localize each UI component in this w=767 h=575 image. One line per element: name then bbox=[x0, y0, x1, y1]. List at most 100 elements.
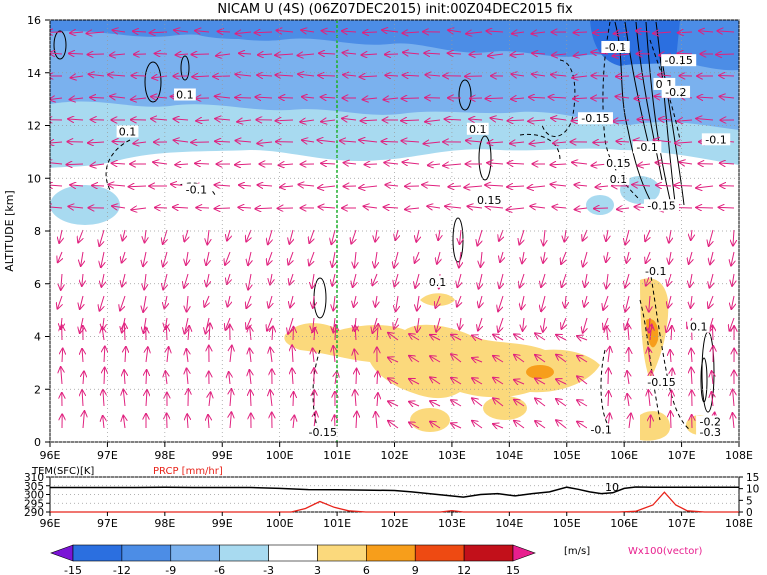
wind-vector bbox=[61, 273, 62, 290]
x-tick-label: 100E bbox=[266, 517, 294, 530]
x-tick-label: 98E bbox=[154, 449, 175, 462]
wind-vector bbox=[238, 207, 252, 208]
wind-vector bbox=[649, 295, 650, 312]
wind-vector bbox=[679, 162, 693, 164]
wind-vector bbox=[82, 349, 83, 363]
wind-vector bbox=[689, 251, 692, 264]
wind-vector bbox=[69, 53, 84, 54]
wind-vector bbox=[551, 118, 567, 120]
colorbar-segment bbox=[512, 544, 536, 562]
wind-vector bbox=[422, 185, 441, 186]
wind-vector bbox=[167, 347, 169, 363]
prcp-label: PRCP [mm/hr] bbox=[153, 466, 223, 477]
wind-vector bbox=[543, 251, 545, 263]
wind-vector bbox=[88, 142, 105, 143]
wind-vector bbox=[131, 98, 147, 100]
contour-label-bg bbox=[587, 423, 616, 436]
contour-label-bg bbox=[466, 122, 489, 135]
wind-vector bbox=[656, 163, 672, 164]
wind-vector bbox=[677, 53, 693, 54]
wind-vector bbox=[302, 97, 315, 98]
wind-vector bbox=[174, 30, 189, 32]
wind-vector bbox=[696, 207, 714, 208]
wind-vector bbox=[638, 164, 651, 166]
wind-vector bbox=[656, 185, 672, 186]
wind-vector bbox=[650, 325, 652, 341]
wind-vector bbox=[50, 142, 63, 143]
wind-vector bbox=[430, 422, 441, 429]
wind-vector bbox=[401, 141, 420, 142]
wind-vector bbox=[637, 119, 651, 120]
x-tick-label: 105E bbox=[553, 517, 581, 530]
wind-vector bbox=[124, 323, 125, 341]
wind-vector bbox=[634, 98, 651, 99]
wind-vector bbox=[123, 416, 125, 429]
wind-vector bbox=[270, 390, 272, 407]
wind-vector bbox=[583, 229, 587, 241]
wind-vector bbox=[255, 32, 273, 33]
wind-vector bbox=[424, 142, 441, 144]
wind-vector bbox=[356, 412, 357, 429]
wind-vector bbox=[88, 54, 105, 55]
wind-vector bbox=[61, 367, 62, 385]
contour-label: 0.1 bbox=[690, 321, 708, 334]
wind-vector bbox=[208, 415, 209, 429]
contour-label-bg bbox=[607, 172, 630, 185]
wind-vector bbox=[388, 358, 399, 362]
contour-label-bg bbox=[174, 88, 196, 101]
wind-vector bbox=[451, 335, 462, 340]
left-tick-label: 295 bbox=[24, 498, 44, 510]
wind-vector bbox=[523, 317, 524, 331]
wind-vector bbox=[230, 389, 231, 407]
wind-vector bbox=[249, 370, 251, 385]
x-tick-label: 96E bbox=[40, 517, 61, 530]
contour-label-bg bbox=[641, 265, 670, 278]
contour-label-bg bbox=[643, 199, 679, 212]
x-tick-label: 103E bbox=[438, 517, 466, 530]
x-tick-label: 105E bbox=[553, 449, 581, 462]
wind-vector bbox=[594, 208, 609, 209]
wind-vector bbox=[451, 354, 462, 363]
colorbar-tick-label: 15 bbox=[506, 564, 520, 575]
contour-label: -0.15 bbox=[581, 112, 609, 125]
wind-vector bbox=[486, 206, 504, 208]
colorbar-tick-label: 9 bbox=[412, 564, 419, 575]
wind-vector bbox=[255, 97, 273, 98]
wind-vector bbox=[719, 96, 735, 98]
wind-vector bbox=[532, 53, 546, 54]
wind-vector bbox=[101, 273, 104, 287]
wind-vector bbox=[617, 208, 630, 209]
y-tick-label: 2 bbox=[34, 383, 41, 396]
wind-vector bbox=[430, 335, 441, 340]
wind-vector bbox=[362, 54, 378, 55]
wind-vector bbox=[459, 317, 461, 329]
right-tick-label: 5 bbox=[746, 495, 753, 507]
wind-vector bbox=[335, 325, 336, 341]
wind-vector bbox=[319, 53, 336, 54]
colorbar: -15 -12 -9 -6 -3 3 6 9 12 15 bbox=[50, 544, 536, 575]
wind-vector bbox=[564, 229, 566, 242]
vector-label: Wx100(vector) bbox=[628, 546, 703, 557]
wind-vector bbox=[218, 31, 231, 32]
wind-vector bbox=[377, 393, 378, 407]
x-tick-label: 107E bbox=[668, 449, 696, 462]
wind-vector bbox=[712, 371, 713, 385]
wind-vector bbox=[712, 325, 713, 341]
wind-vector bbox=[671, 391, 672, 407]
wind-vector bbox=[551, 75, 567, 76]
wind-vector bbox=[257, 185, 273, 186]
wind-vector bbox=[90, 164, 105, 166]
wind-vector bbox=[466, 140, 483, 142]
wind-vector bbox=[375, 229, 377, 242]
contour-label-bg bbox=[701, 133, 731, 146]
contour-label: 0.15 bbox=[477, 194, 502, 207]
contour-label: -0.1 bbox=[645, 265, 666, 278]
wind-vector bbox=[428, 164, 441, 165]
wind-vector bbox=[70, 32, 84, 33]
contour-label: -0.2 bbox=[665, 86, 686, 99]
wind-vector bbox=[731, 295, 734, 309]
wind-vector bbox=[112, 206, 126, 208]
wind-vector bbox=[626, 251, 629, 263]
wind-vector bbox=[720, 163, 735, 164]
